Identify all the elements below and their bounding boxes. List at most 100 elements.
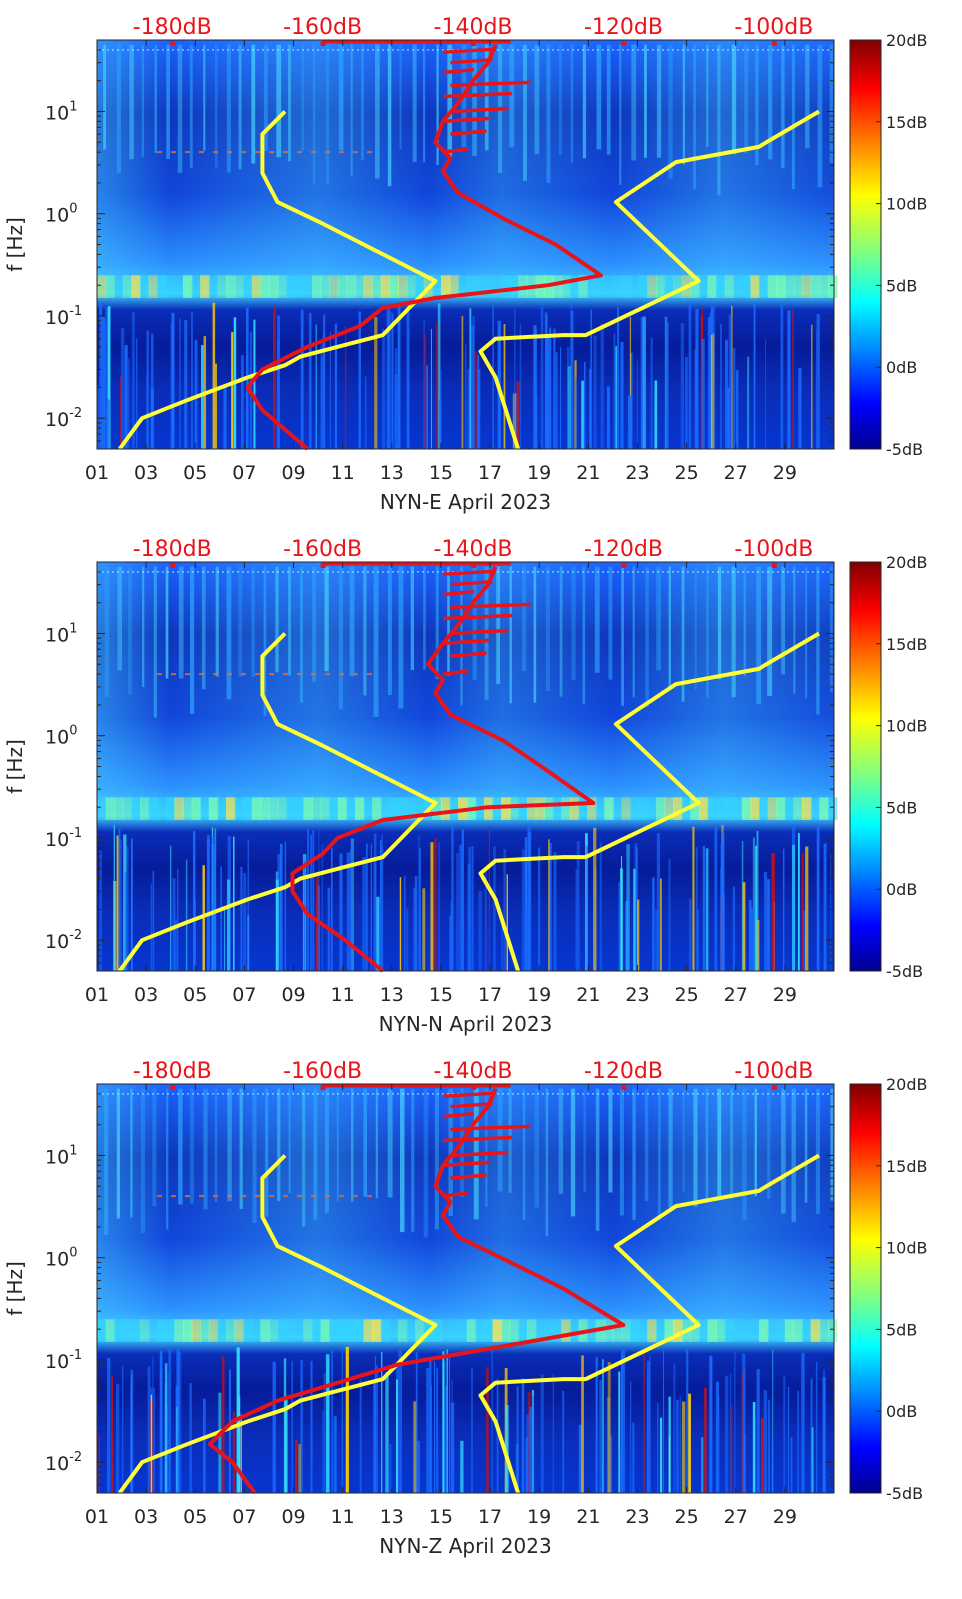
spectrogram-streak bbox=[732, 886, 736, 971]
spectrogram-band-cell bbox=[157, 1319, 167, 1342]
spectrogram-streak bbox=[310, 1360, 313, 1493]
spectrogram-streak bbox=[668, 858, 671, 971]
spectrogram-streak bbox=[801, 1352, 805, 1493]
spectrogram-column bbox=[608, 1088, 613, 1193]
spectrogram-band-cell bbox=[148, 275, 159, 298]
y-tick-exponent: -2 bbox=[69, 1450, 82, 1465]
spectrogram-band-cell bbox=[458, 1319, 468, 1342]
spectrogram-streak bbox=[381, 834, 383, 971]
spectrogram-band-cell bbox=[733, 1319, 743, 1342]
spectrogram-band-cell bbox=[200, 1319, 210, 1342]
spectrogram-column bbox=[312, 566, 316, 682]
y-tick-base: 10 bbox=[45, 102, 69, 124]
spectrogram-band-cell bbox=[750, 275, 761, 298]
spectrogram-band-cell bbox=[329, 275, 339, 298]
spectrogram-band-cell bbox=[578, 275, 589, 298]
spectrogram-band-cell bbox=[707, 797, 718, 820]
spectrogram-streak bbox=[474, 351, 478, 449]
spectrogram-streak bbox=[211, 836, 215, 971]
y-tick-base: 10 bbox=[45, 829, 69, 851]
spectrogram-streak bbox=[553, 852, 557, 971]
psd-spike bbox=[442, 47, 497, 54]
spectrogram-streak bbox=[650, 337, 653, 449]
spectrogram-band-cell bbox=[612, 797, 623, 820]
y-tick-base: 10 bbox=[45, 205, 69, 227]
top-db-marker bbox=[471, 1085, 477, 1090]
spectrogram-streak bbox=[798, 367, 802, 449]
y-tick-base: 10 bbox=[45, 727, 69, 749]
x-tick-label: 09 bbox=[281, 984, 305, 1006]
top-db-marker bbox=[320, 41, 326, 46]
spectrogram-streak bbox=[756, 1369, 760, 1493]
spectrogram-band-cell bbox=[105, 275, 116, 298]
spectrogram-band-cell bbox=[208, 1319, 219, 1342]
colorbar-label: 20dB bbox=[886, 31, 928, 50]
spectrogram-band-cell bbox=[294, 275, 305, 298]
spectrogram-column bbox=[717, 566, 722, 680]
spectrogram-streak bbox=[146, 330, 149, 449]
spectrogram-band-cell bbox=[793, 275, 804, 298]
spectrogram-streak bbox=[486, 1367, 489, 1493]
x-tick-label: 05 bbox=[183, 1506, 207, 1528]
spectrogram-streak bbox=[752, 1402, 756, 1493]
spectrogram-column bbox=[619, 44, 622, 186]
spectrogram-streak bbox=[772, 1349, 774, 1493]
spectrogram-streak bbox=[381, 846, 384, 971]
spectrogram-band-cell bbox=[268, 275, 279, 298]
spectrogram-band-cell bbox=[509, 797, 520, 820]
spectrogram-column bbox=[805, 44, 810, 149]
spectrogram-column bbox=[534, 1088, 540, 1208]
spectrogram-band-cell bbox=[122, 797, 133, 820]
spectrogram-column bbox=[730, 1088, 734, 1199]
psd-spike bbox=[442, 67, 475, 75]
psd-spike bbox=[450, 1124, 531, 1132]
spectrogram-streak bbox=[575, 377, 577, 449]
spectrogram-band-cell bbox=[802, 1319, 812, 1342]
spectrogram-band-cell bbox=[139, 1319, 150, 1342]
spectrogram-streak bbox=[676, 1399, 679, 1493]
spectrogram-streak bbox=[231, 332, 234, 449]
spectrogram-streak bbox=[398, 1350, 403, 1493]
spectrogram-band-cell bbox=[638, 797, 649, 820]
spectrogram-streak bbox=[374, 317, 378, 449]
spectrogram-streak bbox=[756, 920, 760, 971]
spectrogram-column bbox=[423, 566, 426, 670]
spectrogram-streak bbox=[627, 395, 632, 449]
spectrogram-band-cell bbox=[604, 1319, 614, 1342]
spectrogram-streak bbox=[150, 1394, 153, 1493]
spectrogram-column bbox=[815, 1088, 820, 1214]
spectrogram-band-cell bbox=[449, 1319, 460, 1342]
spectrogram-column bbox=[509, 44, 515, 148]
spectrogram-streak bbox=[131, 312, 135, 449]
spectrogram-band-cell bbox=[552, 1319, 563, 1342]
spectrogram-band-cell bbox=[802, 275, 812, 298]
spectrogram-streak bbox=[618, 882, 621, 971]
y-tick-label: 10-1 bbox=[45, 1348, 82, 1373]
spectrogram-streak bbox=[515, 1444, 519, 1493]
spectrogram-column bbox=[780, 1088, 786, 1214]
spectrogram-column bbox=[645, 566, 649, 707]
spectrogram-column bbox=[791, 1088, 796, 1222]
spectrogram-streak bbox=[618, 1371, 621, 1493]
spectrogram-column bbox=[141, 44, 144, 157]
spectrogram-column bbox=[545, 566, 550, 692]
psd-spike bbox=[442, 1135, 513, 1143]
spectrogram-streak bbox=[276, 339, 279, 449]
spectrogram-streak bbox=[349, 849, 352, 971]
spectrogram-column bbox=[288, 566, 291, 676]
spectrogram-column bbox=[731, 44, 737, 155]
spectrogram-band-cell bbox=[415, 275, 425, 298]
spectrogram-streak bbox=[710, 334, 713, 449]
y-tick-exponent: -2 bbox=[69, 928, 82, 943]
x-tick-label: 07 bbox=[232, 1506, 256, 1528]
spectrogram-streak bbox=[426, 365, 429, 449]
spectrogram-streak bbox=[194, 339, 198, 449]
spectrogram-band-cell bbox=[380, 1319, 391, 1342]
spectrogram-band-cell bbox=[655, 275, 666, 298]
spectrogram-streak bbox=[442, 1351, 445, 1493]
spectrogram-band-cell bbox=[767, 1319, 778, 1342]
spectrogram-band-cell bbox=[372, 797, 382, 820]
spectrogram-streak bbox=[325, 1354, 330, 1493]
spectrogram-band-cell bbox=[354, 797, 365, 820]
